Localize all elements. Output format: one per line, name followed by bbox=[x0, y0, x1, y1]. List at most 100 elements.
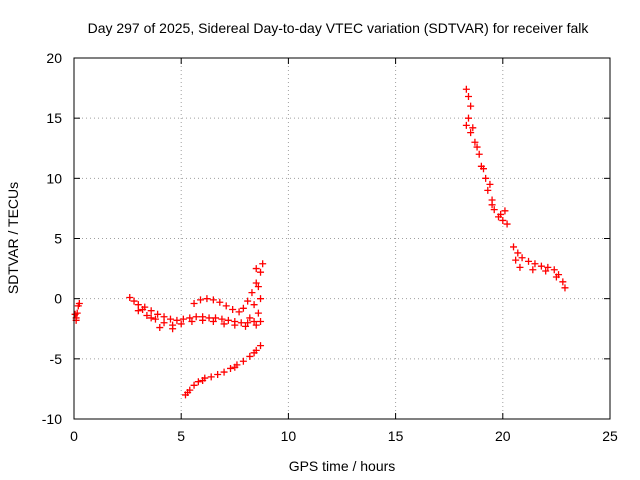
data-point bbox=[169, 325, 177, 333]
data-point bbox=[239, 357, 247, 365]
data-point bbox=[134, 301, 142, 309]
data-point bbox=[203, 295, 211, 303]
data-point bbox=[467, 102, 475, 110]
data-point bbox=[160, 319, 168, 327]
data-point bbox=[160, 313, 168, 321]
data-point bbox=[480, 165, 488, 173]
data-point bbox=[246, 352, 254, 360]
series-lower-ramp bbox=[181, 342, 265, 399]
data-point bbox=[188, 318, 196, 326]
y-axis-label: SDTVAR / TECUs bbox=[5, 182, 21, 294]
grid bbox=[74, 58, 610, 419]
data-point bbox=[173, 316, 181, 324]
x-tick-label: 5 bbox=[177, 428, 185, 444]
data-point bbox=[190, 381, 198, 389]
data-point bbox=[220, 368, 228, 376]
data-point bbox=[512, 256, 520, 264]
data-point bbox=[537, 262, 545, 270]
data-point bbox=[516, 263, 524, 271]
data-point bbox=[190, 299, 198, 307]
data-point bbox=[544, 263, 552, 271]
axis-ticks: 0 5 10 15 20 25 -10 -5 0 5 10 15 20 bbox=[42, 50, 618, 444]
data-point bbox=[490, 206, 498, 214]
data-point bbox=[514, 249, 522, 257]
data-point bbox=[252, 321, 260, 329]
data-point bbox=[166, 315, 174, 323]
y-tick-label: 5 bbox=[54, 231, 62, 247]
data-point bbox=[552, 273, 560, 281]
data-point bbox=[257, 342, 265, 350]
x-tick-label: 15 bbox=[388, 428, 404, 444]
data-point bbox=[518, 254, 526, 262]
series-evening-drop bbox=[462, 85, 511, 228]
data-point bbox=[250, 318, 258, 326]
data-point bbox=[231, 363, 239, 371]
data-point bbox=[464, 93, 472, 101]
data-point bbox=[151, 315, 159, 323]
data-point bbox=[186, 314, 194, 322]
data-point bbox=[229, 305, 237, 313]
data-point bbox=[143, 312, 151, 320]
data-point bbox=[484, 186, 492, 194]
data-point bbox=[227, 364, 235, 372]
y-tick-label: 15 bbox=[46, 110, 62, 126]
data-point bbox=[559, 278, 567, 286]
data-point bbox=[139, 305, 147, 313]
data-point bbox=[199, 316, 207, 324]
x-tick-label: 0 bbox=[70, 428, 78, 444]
data-point bbox=[486, 180, 494, 188]
data-point bbox=[179, 315, 187, 323]
data-point bbox=[192, 313, 200, 321]
data-point bbox=[147, 307, 155, 315]
data-point bbox=[220, 320, 228, 328]
data-point bbox=[134, 307, 142, 315]
data-point bbox=[209, 318, 217, 326]
y-tick-label: 10 bbox=[46, 170, 62, 186]
data-point bbox=[224, 316, 232, 324]
data-point bbox=[499, 216, 507, 224]
data-point bbox=[497, 210, 505, 218]
data-point bbox=[471, 138, 479, 146]
data-point bbox=[252, 265, 260, 273]
data-point bbox=[462, 121, 470, 129]
data-point bbox=[177, 320, 185, 328]
data-series bbox=[71, 85, 569, 399]
data-point bbox=[130, 297, 138, 305]
data-point bbox=[257, 295, 265, 303]
data-point bbox=[184, 389, 192, 397]
data-point bbox=[503, 220, 511, 228]
data-point bbox=[254, 283, 262, 291]
data-point bbox=[250, 301, 258, 309]
data-point bbox=[482, 174, 490, 182]
data-point bbox=[207, 373, 215, 381]
series-early-cluster bbox=[71, 299, 83, 324]
x-tick-label: 25 bbox=[602, 428, 618, 444]
data-point bbox=[501, 207, 509, 215]
data-point bbox=[462, 85, 470, 93]
data-point bbox=[214, 370, 222, 378]
series-late-tail bbox=[510, 243, 569, 292]
y-tick-label: -5 bbox=[50, 351, 63, 367]
data-point bbox=[561, 284, 569, 292]
data-point bbox=[194, 378, 202, 386]
x-axis-label: GPS time / hours bbox=[289, 458, 396, 474]
data-point bbox=[147, 314, 155, 322]
data-point bbox=[75, 299, 83, 307]
data-point bbox=[464, 114, 472, 122]
y-tick-label: 0 bbox=[54, 291, 62, 307]
series-morning-band bbox=[126, 293, 265, 333]
data-point bbox=[248, 289, 256, 297]
data-point bbox=[244, 297, 252, 305]
data-point bbox=[209, 296, 217, 304]
data-point bbox=[235, 308, 243, 316]
x-tick-label: 20 bbox=[495, 428, 511, 444]
data-point bbox=[212, 314, 220, 322]
data-point bbox=[252, 279, 260, 287]
data-point bbox=[473, 143, 481, 151]
data-point bbox=[205, 314, 213, 322]
data-point bbox=[254, 309, 262, 317]
data-point bbox=[257, 318, 265, 326]
data-point bbox=[469, 124, 477, 132]
data-point bbox=[529, 266, 537, 274]
data-point bbox=[237, 319, 245, 327]
